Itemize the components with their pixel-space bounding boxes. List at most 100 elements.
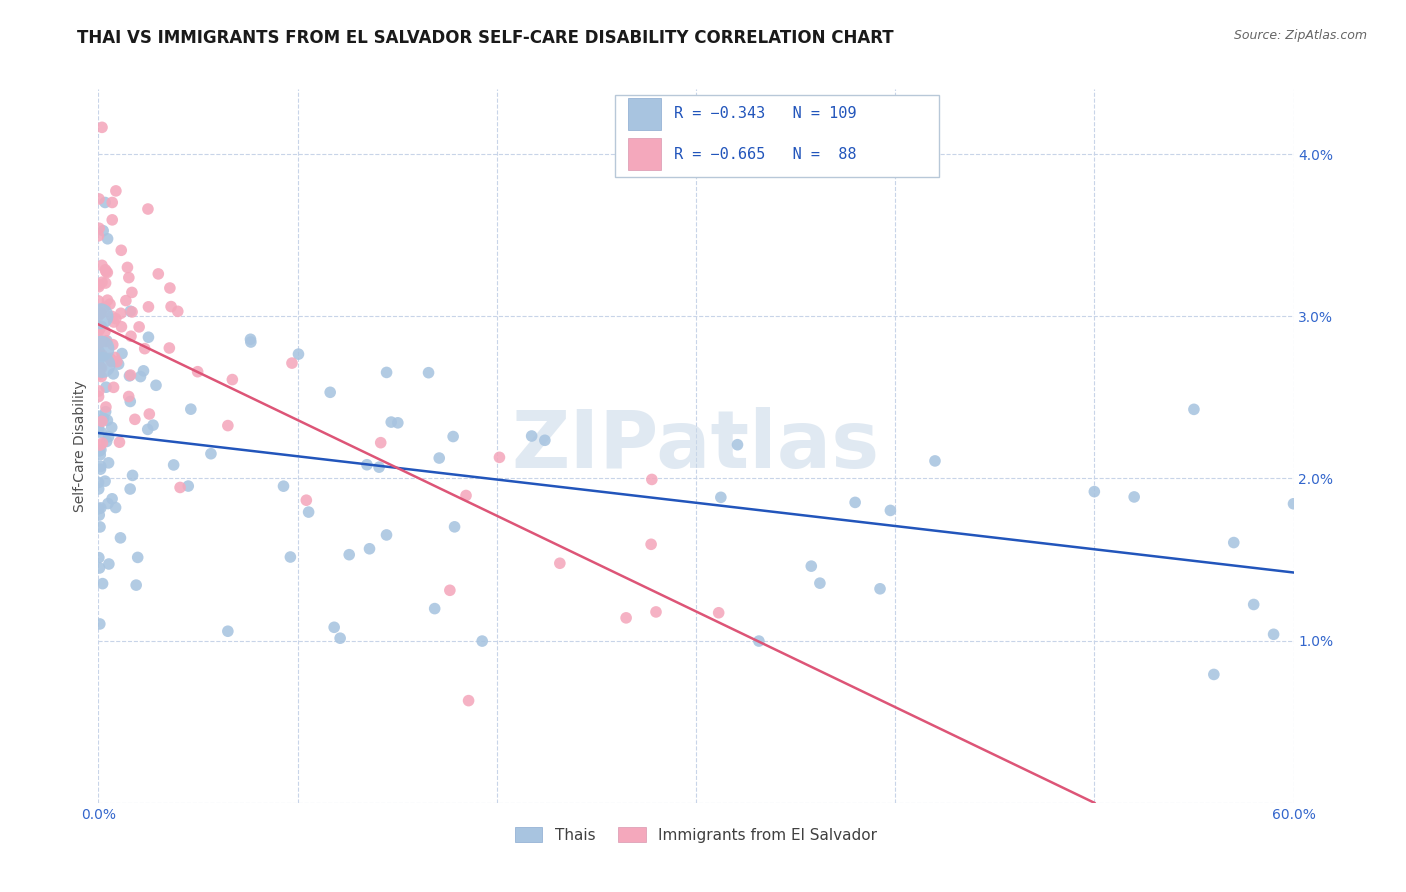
Point [87, 550, 110, 565]
Point [91, 120, 114, 135]
Point [89, 320, 111, 334]
Point [548, 556, 571, 570]
Point [89, 508, 111, 522]
Point [319, 385, 342, 400]
Point [134, 342, 156, 356]
Point [800, 559, 823, 574]
Point [239, 332, 262, 346]
Point [101, 337, 124, 351]
Point [96, 434, 118, 449]
Point [97, 430, 120, 444]
Point [103, 380, 125, 394]
Point [90, 319, 112, 334]
Point [105, 354, 128, 368]
Point [287, 347, 309, 361]
Point [844, 495, 866, 509]
Point [180, 402, 202, 417]
Point [87, 475, 110, 490]
Point [471, 634, 494, 648]
Point [97, 232, 120, 246]
Point [110, 306, 132, 320]
Point [87, 293, 110, 308]
Point [91, 258, 114, 272]
Point [103, 315, 125, 329]
Point [87, 221, 110, 235]
Point [104, 311, 127, 326]
Point [869, 582, 891, 596]
Point [427, 451, 450, 466]
Point [707, 606, 730, 620]
Point [1243, 598, 1265, 612]
Point [239, 334, 262, 349]
Point [89, 360, 111, 375]
Point [157, 341, 180, 355]
Point [91, 275, 114, 289]
Point [91, 224, 114, 238]
Point [1263, 627, 1285, 641]
Point [329, 631, 352, 645]
Point [128, 319, 150, 334]
Point [96, 293, 118, 308]
Point [89, 448, 111, 462]
Point [89, 438, 111, 452]
Point [90, 369, 112, 384]
Point [280, 549, 302, 564]
Point [90, 361, 112, 376]
Point [87, 501, 110, 516]
Point [323, 620, 346, 634]
Point [138, 330, 160, 344]
Point [710, 491, 733, 505]
Point [121, 285, 143, 300]
Point [94, 405, 117, 419]
Point [159, 281, 181, 295]
Point [879, 503, 901, 517]
Point [127, 550, 149, 565]
Point [120, 329, 142, 343]
Point [94, 334, 117, 349]
Point [418, 366, 440, 380]
Point [94, 264, 117, 278]
Point [370, 435, 392, 450]
Point [101, 195, 124, 210]
Point [295, 493, 318, 508]
Point [104, 351, 127, 365]
Point [1282, 497, 1305, 511]
Point [101, 491, 124, 506]
Point [356, 458, 378, 472]
Point [217, 624, 239, 639]
Point [89, 616, 111, 631]
Point [93, 411, 115, 425]
Point [1202, 667, 1225, 681]
Bar [628, 137, 661, 169]
Point [100, 353, 122, 368]
Point [87, 390, 110, 404]
Text: R = −0.343   N = 109: R = −0.343 N = 109 [675, 106, 856, 121]
Point [94, 300, 117, 314]
Point [107, 357, 129, 371]
Point [120, 482, 142, 496]
Point [148, 267, 170, 281]
Point [163, 458, 186, 472]
Point [90, 442, 112, 457]
Point [118, 390, 141, 404]
Point [121, 468, 143, 483]
Point [100, 420, 122, 434]
Point [727, 438, 749, 452]
Point [368, 460, 391, 475]
Point [614, 611, 637, 625]
Point [90, 500, 112, 515]
Point [138, 407, 160, 421]
Point [90, 425, 112, 440]
Point [138, 300, 160, 314]
Legend: Thais, Immigrants from El Salvador: Thais, Immigrants from El Salvador [509, 821, 883, 848]
Point [89, 310, 111, 324]
Text: R = −0.665   N =  88: R = −0.665 N = 88 [675, 147, 856, 161]
Point [748, 634, 770, 648]
Point [89, 520, 111, 534]
Point [90, 306, 112, 320]
Point [96, 334, 118, 348]
Point [132, 364, 155, 378]
Point [90, 459, 112, 474]
Text: THAI VS IMMIGRANTS FROM EL SALVADOR SELF-CARE DISABILITY CORRELATION CHART: THAI VS IMMIGRANTS FROM EL SALVADOR SELF… [77, 29, 894, 46]
Point [110, 531, 132, 545]
